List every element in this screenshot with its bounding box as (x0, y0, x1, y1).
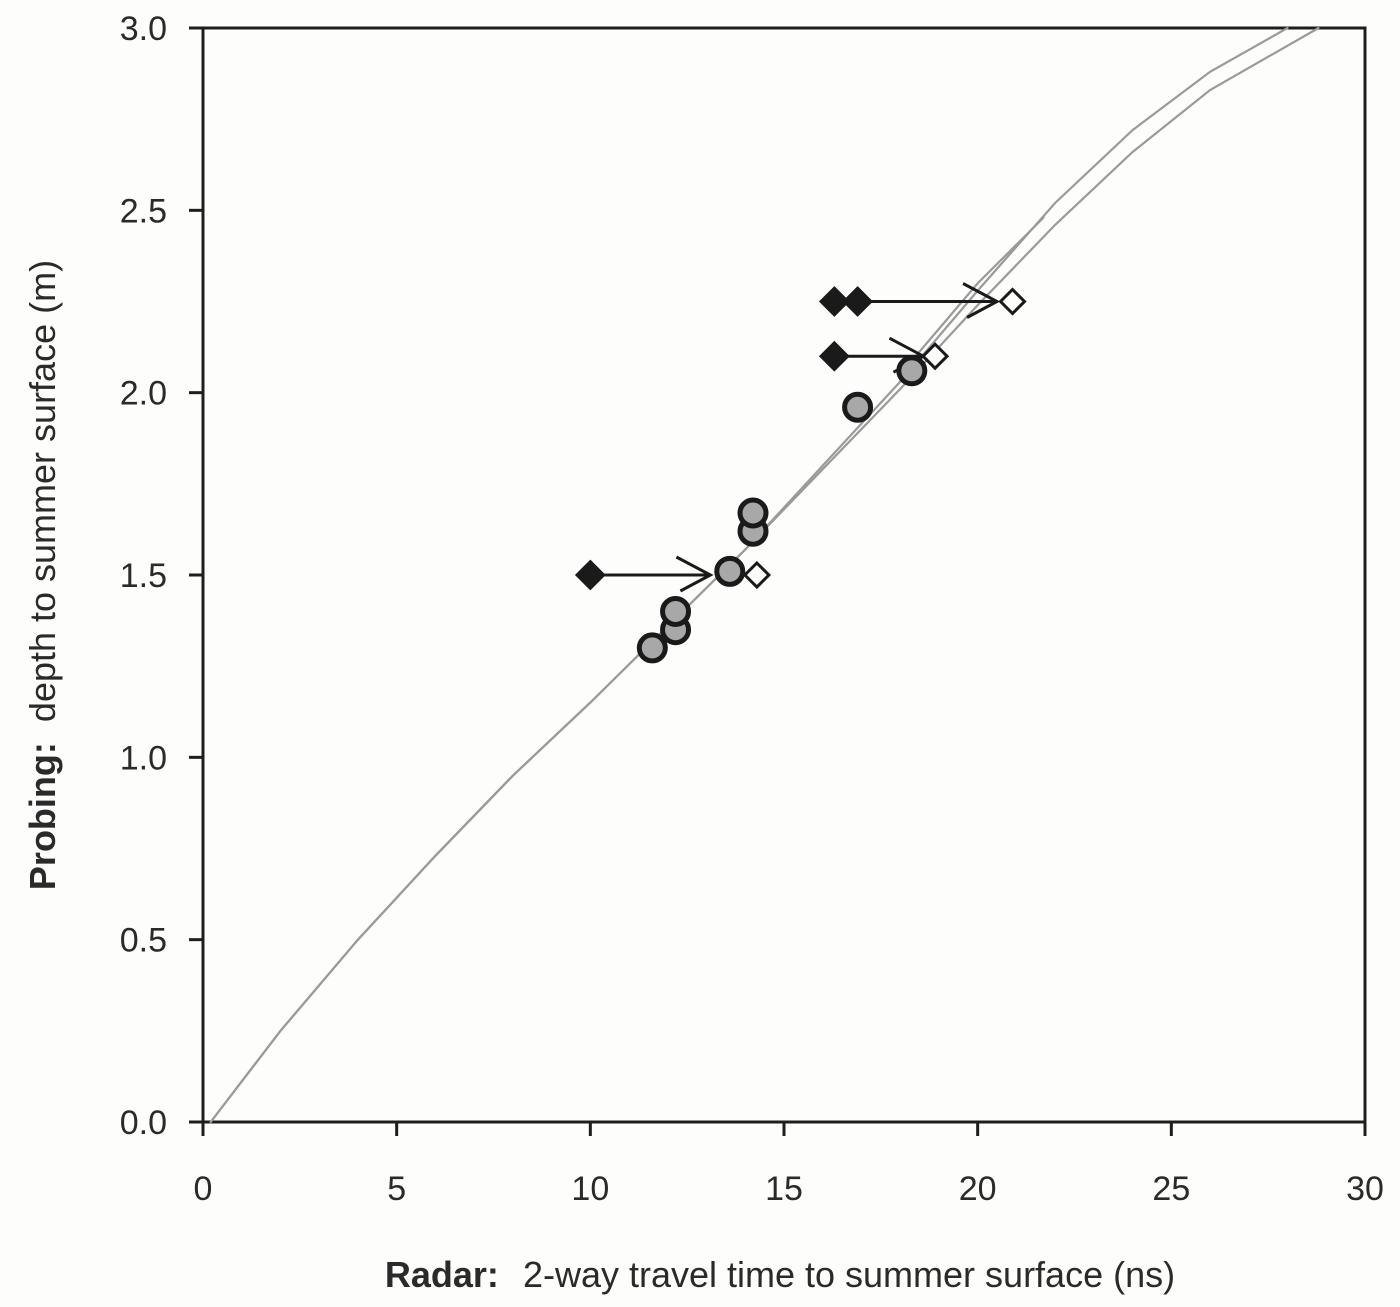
y-tick-label: 1.5 (120, 557, 167, 595)
gray-circle-marker (737, 497, 769, 529)
open-diamond-marker (998, 287, 1027, 316)
y-axis-ticks: 0.0 0.5 1.0 1.5 2.0 2.5 3.0 (120, 10, 203, 1142)
x-tick-label: 10 (571, 1170, 609, 1208)
x-tick-label: 15 (765, 1170, 803, 1208)
y-axis-title-prefix: Probing: (22, 742, 63, 890)
open-diamond-marker (742, 560, 772, 590)
gray-circle-marker (660, 595, 692, 627)
x-tick-label: 25 (1152, 1170, 1190, 1208)
filled-diamond-marker (818, 286, 850, 317)
y-tick-label: 2.0 (120, 375, 167, 413)
model-curve-3 (899, 216, 1045, 376)
gray-circle-marker (896, 355, 928, 387)
x-axis-ticks: 0 5 10 15 20 25 30 (194, 1122, 1384, 1208)
data-markers (574, 286, 1027, 664)
gray-circle-marker (714, 555, 746, 587)
filled-diamond-marker (818, 340, 850, 372)
filled-diamond-marker (842, 286, 874, 317)
y-tick-label: 0.0 (120, 1104, 167, 1142)
model-curve-2 (209, 26, 1320, 1124)
y-axis-title: Probing: depth to summer surface (m) (22, 260, 63, 890)
gray-circle-marker (842, 391, 874, 423)
arrow-head-2 (962, 282, 1001, 319)
open-diamond-marker (920, 342, 950, 371)
x-tick-label: 30 (1346, 1170, 1384, 1208)
y-tick-label: 0.5 (120, 922, 167, 960)
plot-border (201, 26, 1367, 1124)
x-tick-label: 20 (959, 1170, 997, 1208)
x-tick-label: 0 (194, 1170, 213, 1208)
x-axis-title-text: 2-way travel time to summer surface (ns) (523, 1254, 1175, 1295)
x-tick-label: 5 (387, 1170, 406, 1208)
correction-arrows (590, 282, 1001, 593)
y-tick-label: 3.0 (120, 10, 167, 48)
plot-frame (201, 26, 1367, 1124)
y-tick-label: 2.5 (120, 192, 167, 230)
y-tick-label: 1.0 (120, 739, 167, 777)
arrow-head-1 (675, 555, 714, 593)
filled-diamond-marker (574, 559, 606, 591)
y-axis-title-text: depth to summer surface (m) (22, 260, 63, 722)
model-curves (209, 26, 1320, 1124)
x-axis-title: Radar: 2-way travel time to summer surfa… (385, 1254, 1175, 1295)
x-axis-title-prefix: Radar: (385, 1254, 499, 1295)
gray-circle-marker (636, 632, 668, 664)
